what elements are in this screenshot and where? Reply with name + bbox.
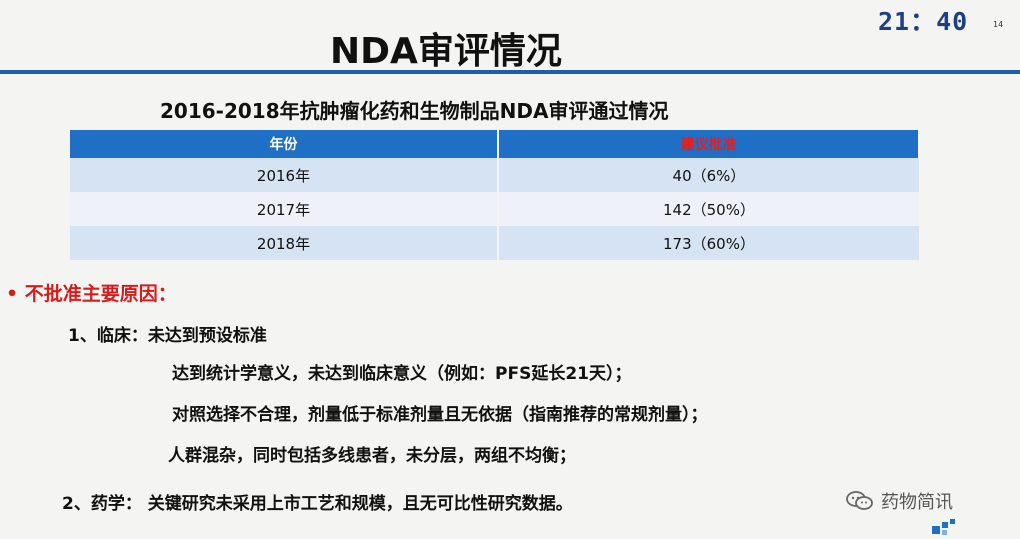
approval-table: 年份 建议批准 2016年 40（6%） 2017年 142（50%） 2018… <box>70 130 920 260</box>
page-title: NDA审评情况 <box>330 31 562 72</box>
approved-cell: 173（60%） <box>498 226 919 260</box>
page-number: 14 <box>993 20 1004 29</box>
wechat-icon <box>846 491 873 510</box>
bullet-icon: • <box>6 283 19 305</box>
clock: 21：40 <box>878 7 969 36</box>
year-cell: 2016年 <box>70 158 499 192</box>
approved-cell: 142（50%） <box>498 192 919 226</box>
clinical-point: 人群混杂，同时包括多线患者，未分层，两组不均衡； <box>168 446 576 466</box>
clinical-point: 达到统计学意义，未达到临床意义（例如：PFS延长21天）； <box>172 364 632 384</box>
rejection-reasons-title: 不批准主要原因： <box>24 283 177 305</box>
watermark: 药物简讯 <box>845 488 953 514</box>
clinical-heading: 1、临床：未达到预设标准 <box>68 326 267 346</box>
watermark-text: 药物简讯 <box>881 492 953 513</box>
approved-cell: 40（6%） <box>498 158 919 192</box>
title-divider <box>0 70 1020 74</box>
year-cell: 2018年 <box>70 226 499 260</box>
table-title: 2016-2018年抗肿瘤化药和生物制品NDA审评通过情况 <box>160 99 669 123</box>
logo-icon <box>932 519 955 535</box>
clinical-point: 对照选择不合理，剂量低于标准剂量且无依据（指南推荐的常规剂量）； <box>172 405 708 425</box>
rejection-reasons-heading: • 不批准主要原因： <box>6 279 177 306</box>
table-header-row: 年份 建议批准 <box>70 130 920 158</box>
table-row: 2017年 142（50%） <box>70 192 919 226</box>
pharmacy-reason: 2、药学： 关键研究未采用上市工艺和规模，且无可比性研究数据。 <box>62 494 573 514</box>
column-header-year: 年份 <box>70 130 499 158</box>
table-row: 2018年 173（60%） <box>70 226 919 260</box>
year-cell: 2017年 <box>70 192 499 226</box>
column-header-approved: 建议批准 <box>498 130 920 158</box>
table-row: 2016年 40（6%） <box>70 158 919 192</box>
